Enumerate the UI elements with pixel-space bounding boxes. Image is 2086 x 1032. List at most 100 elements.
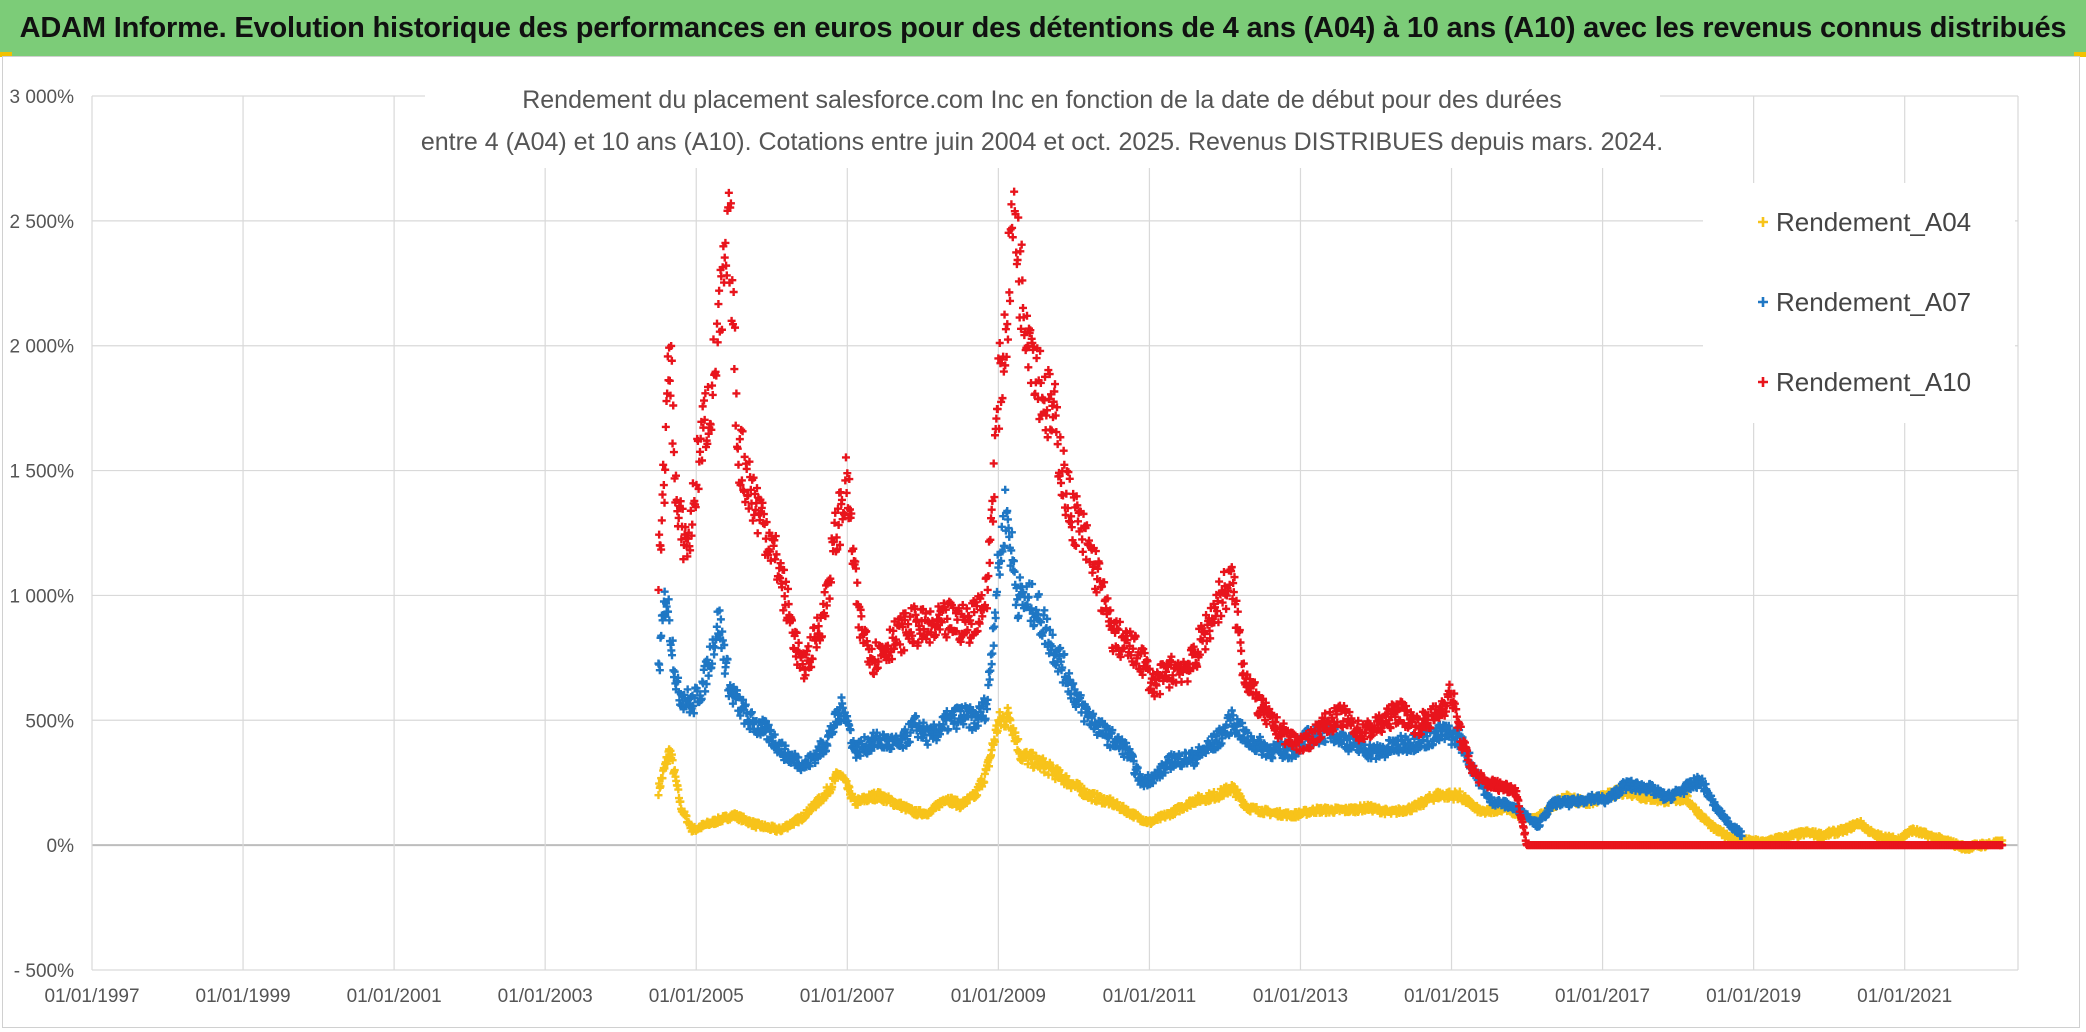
data-point (723, 655, 732, 664)
data-point (660, 587, 669, 596)
data-point (702, 680, 711, 689)
data-point (987, 505, 996, 514)
data-point (1007, 200, 1016, 209)
data-point (985, 675, 994, 684)
data-point (1237, 646, 1246, 655)
report-banner: ADAM Informe. Evolution historique des p… (0, 0, 2086, 56)
data-point (704, 671, 713, 680)
y-tick-label: 1 000% (10, 586, 75, 607)
data-point (747, 708, 756, 717)
data-point (688, 520, 697, 529)
data-point (730, 365, 739, 374)
x-tick-label: 01/01/1999 (196, 986, 291, 1007)
data-point (655, 666, 664, 675)
data-point (1233, 607, 1242, 616)
data-point (837, 495, 846, 504)
y-tick-label: 0% (47, 836, 75, 857)
data-point (748, 516, 757, 525)
data-point (657, 516, 666, 525)
x-tick-label: 01/01/2021 (1857, 986, 1952, 1007)
data-point (1040, 768, 1049, 777)
data-point (990, 622, 999, 631)
data-point (708, 390, 717, 399)
x-tick-label: 01/01/2013 (1253, 986, 1348, 1007)
y-tick-label: 1 500% (10, 462, 75, 483)
data-point (720, 640, 729, 649)
x-tick-label: 01/01/2019 (1706, 986, 1801, 1007)
y-tick-label: 3 000% (10, 87, 75, 108)
data-point (1017, 240, 1026, 249)
data-point (1074, 517, 1082, 526)
data-point (1062, 772, 1071, 781)
data-point (993, 405, 1002, 414)
data-point (985, 558, 994, 567)
data-point (714, 300, 723, 309)
x-tick-label: 01/01/2015 (1404, 986, 1499, 1007)
x-tick-label: 01/01/2017 (1555, 986, 1650, 1007)
data-point (658, 774, 667, 783)
data-points (654, 140, 2007, 854)
chart-frame (2, 56, 2080, 1028)
data-point (842, 488, 851, 497)
data-point (1019, 303, 1028, 312)
data-point (842, 777, 851, 786)
data-point (1219, 791, 1228, 800)
data-point (718, 636, 727, 645)
data-point (689, 701, 698, 710)
data-point (1201, 645, 1210, 654)
data-point (667, 356, 676, 365)
x-tick-label: 01/01/2005 (649, 986, 744, 1007)
data-point (794, 638, 803, 647)
y-tick-label: 500% (25, 711, 74, 732)
data-point (780, 592, 789, 601)
data-point (999, 367, 1008, 376)
data-point (1003, 335, 1012, 344)
data-point (1014, 735, 1023, 744)
data-point (1006, 296, 1015, 305)
data-point (742, 464, 751, 473)
data-point (1078, 535, 1087, 544)
data-point (980, 778, 989, 787)
y-tick-label: 2 000% (10, 337, 75, 358)
corner-mark-left (0, 52, 12, 57)
data-point (740, 452, 749, 461)
y-tick-label: - 500% (14, 961, 74, 982)
data-point (1078, 547, 1087, 556)
report-title: ADAM Informe. Evolution historique des p… (19, 11, 2067, 44)
data-point (669, 401, 678, 410)
data-point (663, 352, 672, 361)
x-tick-label: 01/01/2009 (951, 986, 1046, 1007)
x-tick-label: 01/01/1997 (44, 986, 139, 1007)
data-point (735, 435, 744, 444)
data-point (701, 687, 710, 696)
data-point (1445, 680, 1454, 689)
data-point (729, 288, 738, 297)
data-point (991, 737, 1000, 746)
data-point (845, 783, 854, 792)
data-point (665, 376, 674, 385)
data-point (737, 425, 746, 434)
data-point (1001, 485, 1010, 494)
data-point (674, 785, 683, 794)
data-point (1005, 288, 1014, 297)
data-point (738, 427, 747, 436)
data-point (689, 709, 698, 718)
data-point (989, 459, 998, 468)
data-point (696, 447, 705, 456)
data-point (668, 756, 677, 765)
data-point (1011, 728, 1020, 737)
data-point (708, 381, 717, 390)
data-point (732, 686, 741, 695)
data-point (668, 636, 677, 645)
data-point (857, 612, 866, 621)
data-point (669, 448, 678, 457)
data-point (732, 389, 741, 398)
data-point (715, 606, 724, 615)
data-point (1051, 380, 1059, 389)
data-point (1064, 468, 1073, 477)
data-point (986, 666, 995, 675)
data-point (1065, 474, 1074, 483)
data-point (1006, 716, 1015, 725)
data-point (674, 513, 683, 522)
data-point (661, 422, 670, 431)
